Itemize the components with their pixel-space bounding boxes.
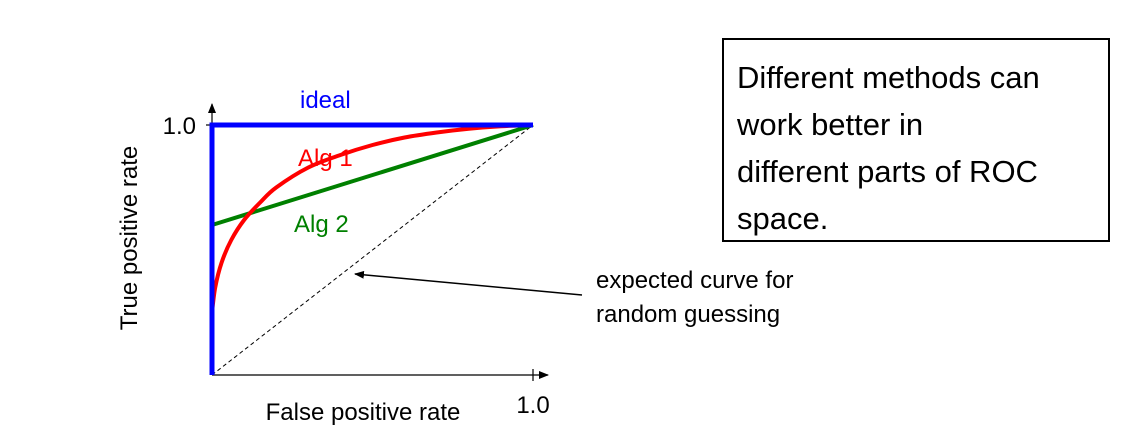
note-line-1: Different methods can bbox=[737, 60, 1040, 95]
callout-arrow bbox=[354, 270, 583, 296]
series-label-alg1: Alg 1 bbox=[298, 145, 353, 172]
note-line-2: work better in bbox=[737, 107, 924, 142]
series-random-line bbox=[211, 124, 534, 376]
series-alg1-line bbox=[210, 123, 534, 313]
series-label-ideal: ideal bbox=[300, 87, 351, 114]
note-box: Different methods can work better in dif… bbox=[722, 38, 1110, 242]
callout-line-2: random guessing bbox=[596, 301, 781, 328]
callout-line-1: expected curve for bbox=[596, 267, 794, 294]
random-guess-callout: expected curve for random guessing bbox=[596, 264, 793, 332]
series-ideal-line bbox=[209, 122, 533, 375]
x-axis-label: False positive rate bbox=[266, 399, 461, 426]
series-label-alg2: Alg 2 bbox=[294, 211, 349, 238]
note-line-4: space. bbox=[737, 201, 829, 236]
y-tick-label: 1.0 bbox=[163, 113, 196, 140]
note-line-3: different parts of ROC bbox=[737, 154, 1038, 189]
series-alg2-line bbox=[211, 123, 534, 227]
y-axis-label: True positive rate bbox=[116, 146, 143, 331]
x-tick-label: 1.0 bbox=[516, 392, 549, 419]
